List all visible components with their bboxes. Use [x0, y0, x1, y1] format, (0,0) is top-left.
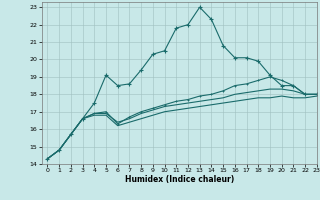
X-axis label: Humidex (Indice chaleur): Humidex (Indice chaleur): [124, 175, 234, 184]
